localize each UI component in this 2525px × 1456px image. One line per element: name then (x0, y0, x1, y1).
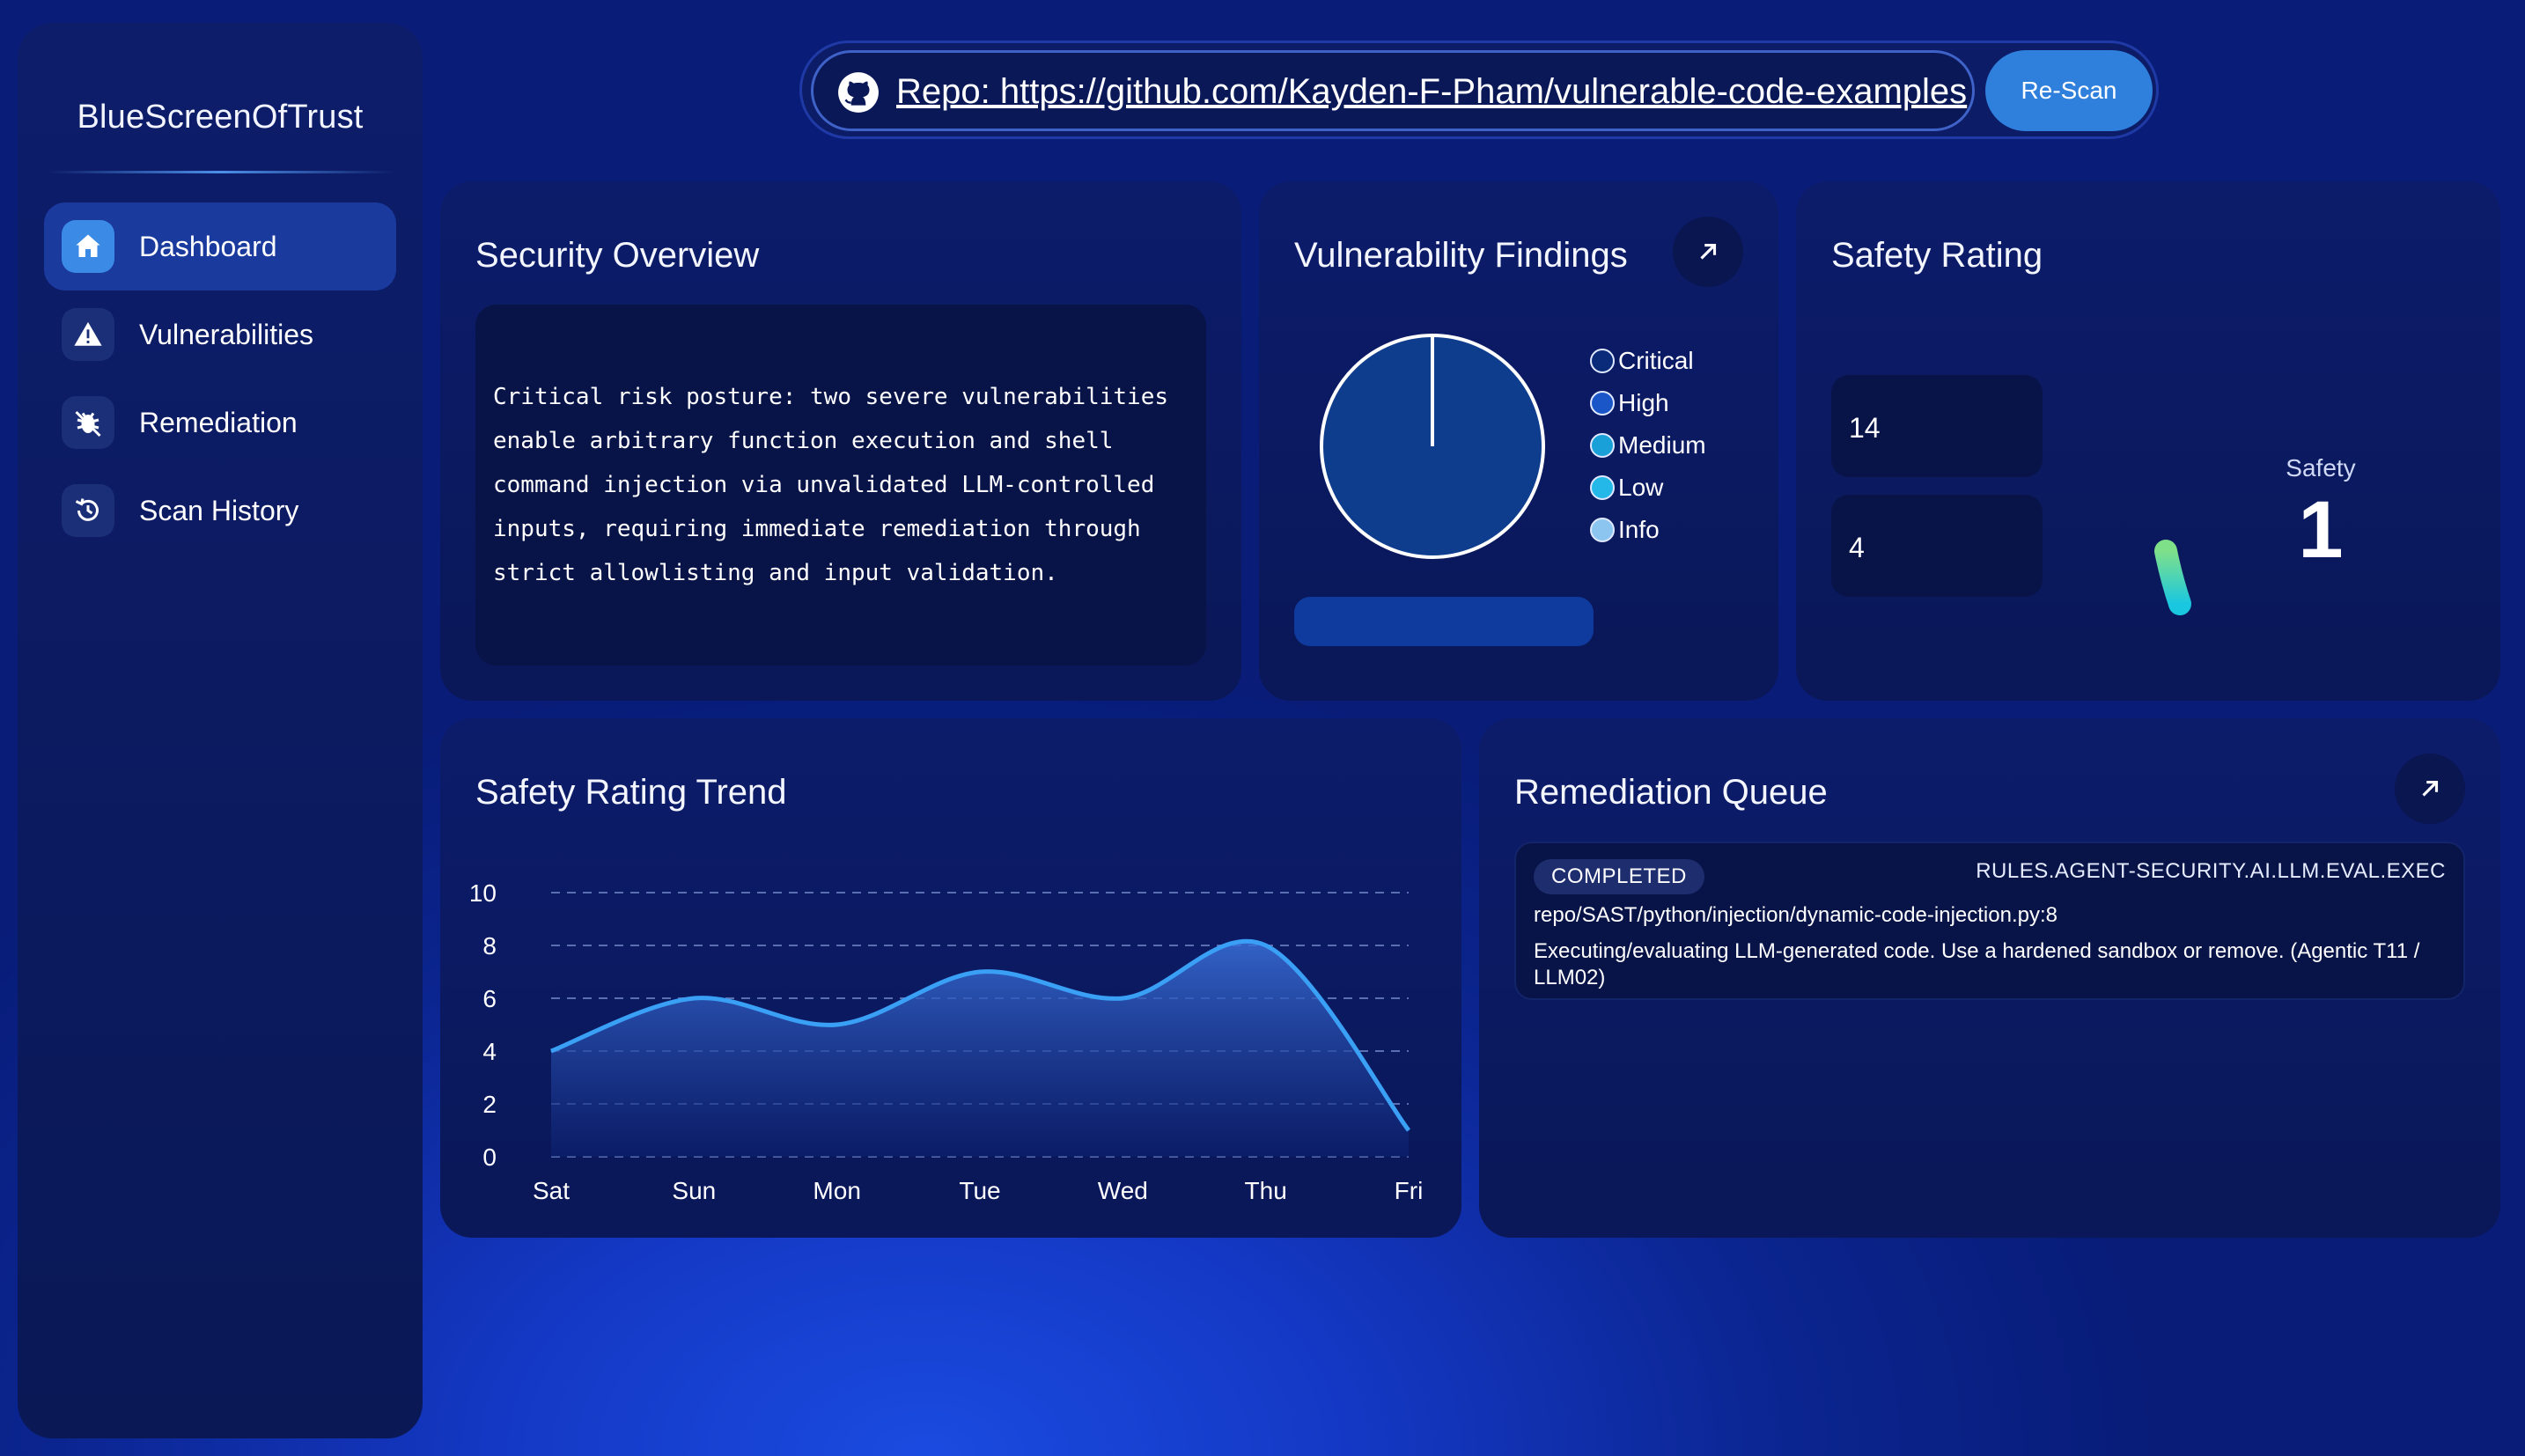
card-title: Vulnerability Findings (1294, 236, 1628, 275)
x-tick-label: Wed (1098, 1177, 1148, 1204)
legend-swatch (1590, 433, 1615, 458)
trend-point-sat (550, 1050, 552, 1052)
sidebar-item-label: Vulnerabilities (139, 318, 314, 350)
x-tick-label: Fri (1395, 1177, 1424, 1204)
findings-summary-bar (1294, 597, 1594, 646)
findings-pie-chart (1320, 334, 1545, 559)
sidebar-item-vulnerabilities[interactable]: Vulnerabilities (44, 290, 396, 379)
safety-score-label: Safety (2286, 454, 2356, 482)
y-tick-label: 10 (469, 879, 497, 907)
safety-stat-box: 4 (1831, 495, 2043, 597)
home-icon (62, 220, 114, 273)
safety-stat-value: 14 (1849, 412, 1881, 444)
legend-label: Low (1618, 474, 1664, 501)
brand-divider (48, 171, 394, 173)
open-queue-button[interactable] (2395, 754, 2465, 824)
legend-item-critical: Critical (1590, 343, 1766, 379)
repo-bar: Repo: https://github.com/Kayden-F-Pham/v… (799, 40, 2159, 139)
queue-item[interactable]: COMPLETED RULES.AGENT-SECURITY.AI.LLM.EV… (1514, 842, 2465, 1000)
safety-stat-value: 4 (1849, 532, 1865, 563)
legend-label: Critical (1618, 347, 1694, 374)
legend-item-info: Info (1590, 512, 1766, 548)
arrow-up-right-icon (1700, 243, 1717, 260)
y-tick-label: 4 (482, 1038, 497, 1065)
overview-summary-box: Critical risk posture: two severe vulner… (475, 305, 1206, 665)
remediation-queue-card: Remediation Queue COMPLETED RULES.AGENT-… (1479, 718, 2500, 1238)
arrow-up-right-icon (2422, 780, 2439, 797)
trend-point-sun (693, 997, 695, 999)
rule-id: RULES.AGENT-SECURITY.AI.LLM.EVAL.EXEC (1976, 859, 2446, 883)
sidebar-item-label: Remediation (139, 406, 298, 438)
github-icon (836, 70, 880, 119)
x-tick-label: Mon (813, 1177, 860, 1204)
legend-label: Medium (1618, 431, 1706, 459)
file-path: repo/SAST/python/injection/dynamic-code-… (1534, 903, 2058, 927)
open-findings-button[interactable] (1673, 217, 1743, 287)
y-tick-label: 6 (482, 985, 497, 1012)
card-title: Security Overview (475, 236, 760, 275)
safety-trend-chart: 0 2 4 6 8 10 Sat Sun Mon Tue Wed Thu Fri (469, 879, 1424, 1204)
legend-item-high: High (1590, 386, 1766, 421)
safety-rating-card: Safety Rating 14 4 Safety 1 (1796, 181, 2500, 701)
safety-stat-box: 14 (1831, 375, 2043, 477)
legend-swatch (1590, 475, 1615, 500)
repo-link[interactable]: Repo: https://github.com/Kayden-F-Pham/v… (896, 72, 1968, 111)
safety-trend-card: Safety Rating Trend 0 2 4 6 8 10 Sat Sun Mon Tue W… (440, 718, 1461, 1238)
trend-point-thu (1265, 945, 1267, 946)
trend-point-mon (836, 1024, 838, 1026)
safety-score-value: 1 (2298, 485, 2344, 575)
safety-gauge-arc (2154, 540, 2191, 615)
security-overview-card: Security Overview Critical risk posture:… (440, 181, 1241, 701)
card-title: Safety Rating (1831, 236, 2043, 275)
warning-icon (62, 308, 114, 361)
vulnerability-findings-card: Vulnerability Findings Critical High Med… (1259, 181, 1778, 701)
sidebar-item-remediation[interactable]: Remediation (44, 379, 396, 467)
sidebar-item-scan-history[interactable]: Scan History (44, 467, 396, 555)
sidebar-item-dashboard[interactable]: Dashboard (44, 202, 396, 290)
x-tick-label: Sat (533, 1177, 570, 1204)
x-tick-label: Tue (959, 1177, 1000, 1204)
legend-swatch (1590, 349, 1615, 373)
trend-point-fri (1408, 1129, 1410, 1131)
repo-url-pill[interactable]: Repo: https://github.com/Kayden-F-Pham/v… (811, 50, 1975, 131)
bug-icon (62, 396, 114, 449)
legend-item-medium: Medium (1590, 428, 1766, 463)
legend-label: High (1618, 389, 1669, 416)
card-title: Remediation Queue (1514, 773, 1828, 812)
sidebar-item-label: Dashboard (139, 230, 277, 262)
legend-item-low: Low (1590, 470, 1766, 505)
overview-summary-text: Critical risk posture: two severe vulner… (493, 384, 1169, 586)
x-tick-label: Thu (1245, 1177, 1287, 1204)
history-icon (62, 484, 114, 537)
rescan-button[interactable]: Re-Scan (1985, 50, 2153, 131)
trend-area (551, 941, 1409, 1157)
trend-point-tue (979, 971, 981, 973)
y-tick-label: 0 (482, 1143, 497, 1171)
x-tick-label: Sun (672, 1177, 716, 1204)
card-title: Safety Rating Trend (475, 773, 787, 812)
y-tick-label: 2 (482, 1091, 497, 1118)
y-tick-label: 8 (482, 932, 497, 960)
legend-label: Info (1618, 516, 1660, 543)
sidebar-item-label: Scan History (139, 494, 299, 526)
status-badge: COMPLETED (1534, 859, 1704, 894)
finding-description: Executing/evaluating LLM-generated code.… (1534, 939, 2420, 989)
legend-swatch (1590, 391, 1615, 415)
sidebar: BlueScreenOfTrust Dashboard Vulnerabilit… (18, 23, 423, 1438)
legend-swatch (1590, 518, 1615, 542)
brand-name: BlueScreenOfTrust (77, 99, 364, 136)
